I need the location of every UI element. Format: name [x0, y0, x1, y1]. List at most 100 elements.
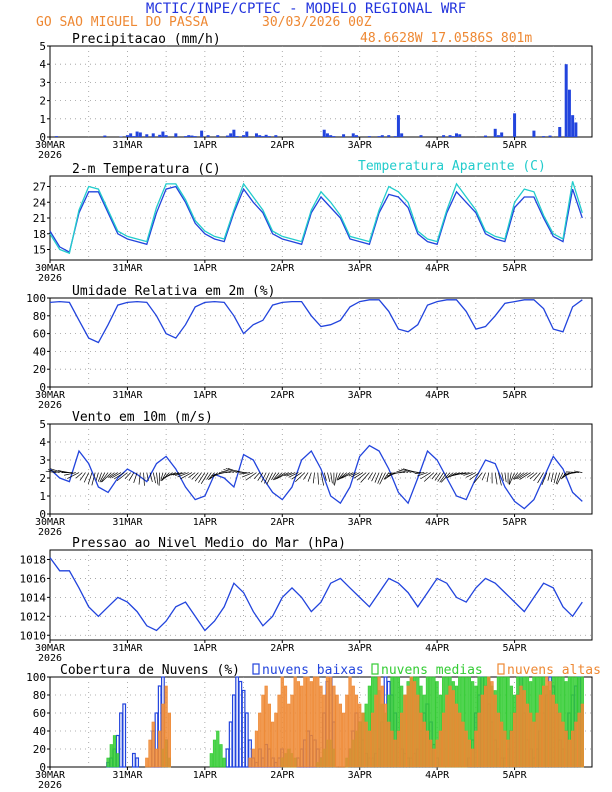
wind-vector [161, 472, 167, 482]
wind-vector [91, 472, 96, 486]
wind-xtick-label: 31MAR [112, 517, 143, 528]
rh-xtick-label: 31MAR [112, 390, 143, 401]
cloud-bar-nuvens-altas [458, 712, 462, 768]
precip-bar [558, 126, 562, 137]
cloud-legend-label: nuvens baixas [262, 663, 364, 678]
cloud-bar-nuvens-baixas [225, 748, 230, 768]
cloud-bar-nuvens-altas [374, 694, 378, 768]
precip-bar [119, 136, 123, 137]
precip-bar [54, 136, 58, 137]
cloud-bar-nuvens-altas [574, 721, 578, 768]
cloud-bar-nuvens-altas [158, 730, 162, 768]
temp-xtick-label: 30MAR [35, 263, 66, 274]
precip-ytick-label: 1 [39, 113, 46, 126]
cloud-bar-nuvens-altas [400, 712, 404, 768]
wind-vector [67, 472, 80, 479]
rh-title: Umidade Relativa em 2m (%) [72, 284, 276, 299]
wind-vector [45, 470, 57, 473]
rh-xtick-label: 2APR [270, 390, 295, 401]
wind-vector [353, 472, 364, 479]
precip-bar [564, 64, 568, 137]
cloud-bar-nuvens-altas [509, 730, 513, 768]
cloud-bar-nuvens-baixas [228, 721, 233, 768]
cloud-bar-nuvens-altas [529, 712, 533, 768]
precip-bar [354, 135, 358, 137]
wind-vector [377, 472, 383, 484]
wind-vector [574, 470, 583, 473]
precip-bar [254, 133, 258, 137]
wind-ytick-label: 4 [39, 436, 46, 449]
precip-bar [158, 134, 162, 137]
wind-vector [371, 472, 377, 482]
cloud-bar-nuvens-baixas [238, 680, 243, 768]
cloud-bar-nuvens-altas [445, 694, 449, 768]
precip-year-label: 2026 [38, 150, 62, 161]
wind-xtick-label: 30MAR [35, 517, 66, 528]
pres-year-label: 2026 [38, 653, 62, 664]
pres-xtick-label: 2APR [270, 643, 295, 654]
clouds-xtick-label: 5APR [503, 770, 528, 781]
clouds-ytick-label: 20 [33, 743, 46, 756]
precip-bar [174, 133, 178, 137]
wind-vector [194, 472, 202, 482]
run-label: 30/03/2026 00Z [262, 15, 372, 30]
cloud-bar-nuvens-medias [216, 730, 220, 768]
cloud-bar-nuvens-altas [416, 694, 420, 768]
wind-vector [550, 472, 554, 483]
precip-bar [387, 135, 391, 137]
precip-bar [542, 136, 546, 137]
wind-vector [414, 472, 425, 474]
cloud-bar-nuvens-altas [480, 694, 484, 768]
cloud-bar-nuvens-altas [571, 730, 575, 768]
wind-vector [473, 472, 483, 484]
cloud-bar-nuvens-altas [496, 712, 501, 768]
pres-ytick-label: 1010 [20, 629, 47, 642]
precip-bar [329, 135, 333, 137]
precip-bar [332, 136, 336, 137]
rh-xtick-label: 3APR [348, 390, 373, 401]
wind-vector [465, 472, 477, 478]
wind-ytick-label: 0 [39, 508, 46, 521]
wind-vector [437, 472, 444, 482]
wind-vector [508, 472, 515, 485]
cloud-bar-nuvens-baixas [241, 689, 246, 768]
cloud-bar-nuvens-altas [277, 694, 281, 768]
wind-vector [448, 472, 457, 478]
cloud-bar-nuvens-altas [406, 685, 410, 768]
panel-wind: 30MAR 31MAR 1APR 2APR 3APR 4APR 5APR 2026 0 1 2 3 4 5… [35, 410, 593, 538]
wind-ytick-label: 2 [39, 472, 46, 485]
wind-vector [253, 472, 260, 480]
wind-vector [398, 469, 409, 473]
rh-ytick-label: 40 [33, 345, 46, 358]
precip-bar [567, 89, 571, 137]
wind-vector [494, 472, 498, 485]
precip-bar [190, 135, 194, 137]
precip-bar [132, 136, 136, 137]
wind-vector [274, 472, 283, 481]
temp-xtick-label: 5APR [503, 263, 528, 274]
wind-vector [348, 472, 357, 477]
cloud-legend-label: nuvens altas [507, 663, 601, 678]
cloud-bar-nuvens-altas [280, 676, 284, 768]
cloud-bar-nuvens-altas [396, 730, 401, 768]
wind-year-label: 2026 [38, 527, 62, 538]
cloud-bar-nuvens-baixas [231, 694, 236, 768]
wind-vector [383, 472, 390, 480]
clouds-xtick-label: 3APR [348, 770, 373, 781]
cloud-bar-nuvens-altas [293, 676, 297, 768]
wind-vector [547, 472, 551, 481]
wind-vector [152, 472, 156, 484]
precip-bar [322, 129, 326, 137]
cloud-bar-nuvens-altas [409, 676, 413, 768]
precip-bar [513, 113, 517, 137]
wind-vector [107, 472, 115, 478]
cloud-bar-nuvens-altas [264, 685, 268, 768]
cloud-bar-nuvens-altas [441, 712, 446, 768]
wind-vector [533, 472, 541, 482]
cloud-bar-nuvens-altas [390, 730, 394, 768]
wind-vector [47, 469, 60, 473]
wind-vector [143, 472, 145, 486]
cloud-bar-nuvens-altas [167, 712, 171, 768]
precip-bar [151, 133, 155, 137]
pres-ytick-label: 1018 [20, 553, 47, 566]
